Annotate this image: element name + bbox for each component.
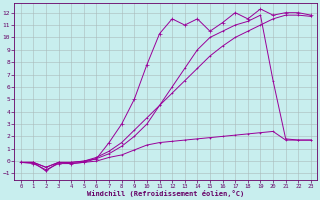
X-axis label: Windchill (Refroidissement éolien,°C): Windchill (Refroidissement éolien,°C) bbox=[87, 190, 244, 197]
